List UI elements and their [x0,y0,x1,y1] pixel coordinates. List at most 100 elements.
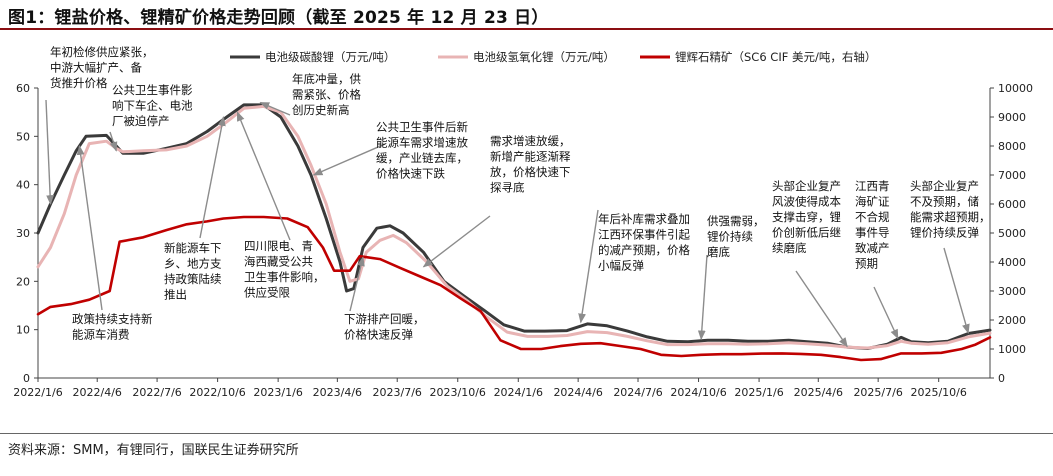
x-tick-label: 2024/10/6 [670,386,726,399]
annotation-text: 公共卫生事件影 [112,83,193,97]
annotation-text: 卫生事件影响， [244,270,325,284]
left-tick-label: 40 [16,179,30,192]
annotation-text: 能源车需求增速放 [376,136,468,150]
chart-legend: 电池级碳酸锂（万元/吨） 电池级氢氧化锂（万元/吨） 锂辉石精矿（SC6 CIF 美… [230,50,876,64]
annotation-text: 年后补库需求叠加 [598,212,690,226]
annotation-arrow [45,99,55,205]
annotation-text: 公共卫生事件后新 [376,120,468,134]
annotation-arrow [76,145,103,311]
x-tick-label: 2022/7/6 [132,386,181,399]
series-lines [36,103,992,362]
x-tick-label: 2023/7/6 [373,386,422,399]
annotation-text: 厂被迫停产 [112,114,170,128]
x-tick-label: 2024/4/6 [553,386,602,399]
x-tick-label: 2024/1/6 [494,386,543,399]
annotation-text: 致减产 [855,241,890,255]
annotation-arrow [199,116,226,239]
annotation-text: 放，价格快速下 [490,165,571,179]
annotation-text: 中游大幅扩产、备 [50,61,142,75]
right-tick-label: 9000 [998,111,1026,124]
annotation-text: 价创新低后继 [772,226,841,240]
annotation-text: 磨底 [707,245,730,259]
annotation-text: 创历史新高 [292,103,350,117]
annotation-text: 小幅反弹 [598,259,644,273]
x-tick-label: 2025/10/6 [910,386,966,399]
annotation-text: 江西环保事件引起 [598,228,690,242]
annotation-arrow [578,209,599,324]
annotation-arrow [697,254,708,341]
annotation-text: 锂价持续 [707,230,753,244]
annotation-text: 价格快速下跌 [376,167,445,181]
annotation-arrow [109,131,118,152]
annotation-text: 推出 [164,288,187,302]
annotation-text: 年底冲量，供 [292,72,361,86]
annotation-text: 能源车消费 [72,328,130,342]
annotation-text: 下游排产回暖， [344,312,425,326]
annotation-text: 风波使得成本 [772,195,841,209]
legend-label: 电池级氢氧化锂（万元/吨） [473,50,615,64]
title-rule [0,28,1053,30]
annotation-text: 能需求超预期， [910,210,991,224]
x-tick-label: 2022/1/6 [13,386,62,399]
x-tick-label: 2025/4/6 [794,386,843,399]
left-tick-label: 60 [16,82,30,95]
left-tick-label: 10 [16,324,30,337]
annotation-text: 缓，产业链去库， [376,151,468,165]
annotation-arrow [795,270,848,348]
annotation-text: 需紧张、价格 [292,88,361,102]
annotation-text: 供应受限 [244,286,290,300]
figure-title: 图1：锂盐价格、锂精矿价格走势回顾（截至 2025 年 12 月 23 日） [8,8,549,28]
right-tick-label: 7000 [998,169,1026,182]
annotation-text: 新增产能逐渐释 [490,150,571,164]
legend-label: 锂辉石精矿（SC6 CIF 美元/吨，右轴） [675,50,876,64]
left-tick-label: 20 [16,275,30,288]
annotation-arrow [312,143,386,176]
right-tick-label: 8000 [998,140,1026,153]
annotation-text: 年初检修供应紧张， [50,45,154,59]
annotation-text: 供强需弱， [707,214,765,228]
right-tick-label: 10000 [998,82,1033,95]
right-tick-label: 4000 [998,256,1026,269]
annotation-text: 不及预期，储 [910,195,979,209]
x-tick-label: 2023/10/6 [430,386,486,399]
annotation-arrow [236,111,291,241]
x-tick-label: 2022/10/6 [189,386,245,399]
right-tick-label: 6000 [998,198,1026,211]
annotation-text: 探寻底 [490,181,525,195]
right-tick-label: 3000 [998,285,1026,298]
annotation-text: 事件导 [855,226,890,240]
chart-axes: 0 10 20 30 40 50 60 0 1000 2000 3000 4000 5000 6000 70… [13,82,1033,399]
annotation-text: 货推升价格 [50,76,108,90]
annotation-text: 价格快速反弹 [344,328,413,342]
annotation-text: 政策持续支持新 [72,312,153,326]
annotation-arrow [943,247,970,334]
x-tick-label: 2025/7/6 [853,386,902,399]
x-tick-label: 2024/7/6 [613,386,662,399]
footer-rule [0,433,1053,434]
annotation-arrow [259,101,291,116]
annotation-arrow [873,286,899,340]
annotation-text: 海矿证 [855,195,890,209]
x-tick-label: 2023/1/6 [253,386,302,399]
right-tick-label: 5000 [998,227,1026,240]
annotation-text: 支撑击穿，锂 [772,210,841,224]
right-tick-label: 0 [998,372,1005,385]
annotation-text: 需求增速放缓， [490,134,571,148]
annotation-text: 锂价持续反弹 [910,226,979,240]
right-tick-label: 2000 [998,314,1026,327]
left-tick-label: 30 [16,227,30,240]
annotation-text: 续磨底 [772,241,807,255]
left-tick-label: 50 [16,130,30,143]
annotation-text: 不合规 [855,210,890,224]
annotation-text: 江西青 [855,179,890,193]
series-line [36,104,992,350]
annotation-text: 的减产预期，价格 [598,243,690,257]
annotation-text: 海西藏受公共 [244,255,313,269]
annotation-text: 响下车企、电池 [112,99,193,113]
left-tick-label: 0 [23,372,30,385]
annotation-arrow [422,215,491,268]
annotation-text: 预期 [855,257,878,271]
x-tick-label: 2025/1/6 [734,386,783,399]
annotation-text: 持政策陆续 [164,272,222,286]
